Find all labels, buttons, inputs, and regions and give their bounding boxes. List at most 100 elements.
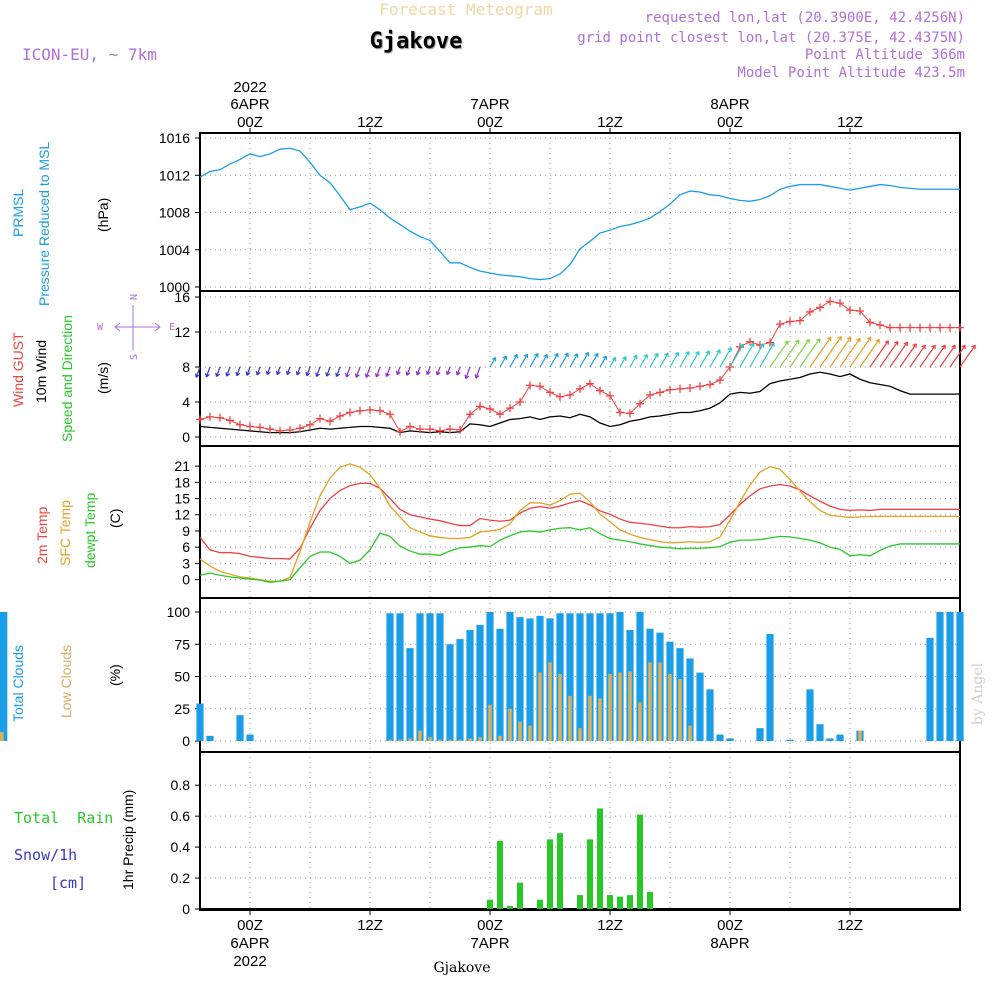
wind-arrow-icon (909, 344, 926, 368)
y-tick-label: 1000 (159, 279, 190, 295)
gust-label: Wind GUST (10, 332, 26, 407)
wind-arrow-icon (205, 366, 211, 378)
gust-marker (676, 384, 684, 393)
gust-marker (786, 317, 794, 326)
y-tick-label: 1008 (159, 205, 190, 221)
temperature-labels: 2m Temp SFC Temp dewpt Temp (C) (34, 493, 123, 568)
precip-bar (617, 896, 623, 909)
total-cloud-bar (386, 613, 394, 741)
gust-marker (886, 323, 894, 332)
gust-marker (906, 323, 914, 332)
wind-arrow-icon (579, 351, 590, 368)
wind-arrow-icon (689, 351, 700, 368)
low-cloud-bar (538, 672, 542, 741)
total-cloud-bar (826, 738, 834, 741)
gust-marker (556, 392, 564, 401)
compass-rose-icon (114, 305, 161, 350)
low-cloud-bar (428, 737, 432, 741)
precip-bar (507, 905, 513, 909)
gust-marker (606, 391, 614, 400)
x-tick-date: 7APR (470, 96, 509, 113)
t2m-label: 2m Temp (34, 506, 50, 564)
gust-marker (226, 416, 234, 425)
wind-arrow-icon (549, 352, 559, 368)
panel-frame (199, 751, 961, 911)
x-tick-date: 7APR (470, 935, 509, 952)
low-cloud-bar (518, 721, 522, 741)
wind-arrow-icon (354, 366, 361, 378)
wind-arrow-icon (474, 366, 481, 379)
wind-arrow-icon (699, 350, 710, 368)
point-altitude: Point Altitude 366m (805, 47, 965, 63)
gust-marker (946, 323, 954, 332)
gust-marker (216, 413, 224, 422)
gust-marker (266, 425, 274, 434)
compass-n: N (129, 294, 140, 300)
gust-marker (546, 388, 554, 397)
y-tick-label: 8 (182, 359, 190, 375)
x-tick-year: 2022 (233, 953, 266, 970)
total-cloud-bar (586, 613, 594, 741)
wind-arrow-icon (489, 356, 497, 368)
wind-arrow-icon (395, 366, 401, 376)
total-cloud-bar (956, 612, 964, 741)
total-cloud-bar (816, 724, 824, 741)
wind-arrow-icon (255, 366, 261, 376)
total-cloud-bar (506, 612, 514, 741)
wind-arrow-icon (194, 366, 201, 378)
x-tick-hour: 12Z (357, 917, 383, 934)
low-cloud-bar (658, 662, 662, 741)
sfc-label: SFC Temp (57, 500, 73, 566)
total-cloud-bar (596, 613, 604, 741)
wind-arrow-icon (879, 340, 899, 368)
total-cloud-bar (436, 613, 444, 741)
gust-marker (376, 406, 384, 415)
precip-bar (537, 899, 543, 909)
low-cloud-bar (668, 673, 672, 741)
total-cloud-bar (706, 689, 714, 741)
x-tick-hour: 12Z (597, 114, 623, 131)
wind-arrow-icon (829, 336, 852, 368)
precip-bar (627, 895, 633, 909)
total-cloud-bar (496, 628, 504, 741)
gust-marker (446, 425, 454, 434)
gust-marker (236, 420, 244, 429)
gust-marker (686, 384, 694, 392)
wind-arrow-icon (649, 352, 659, 368)
gust-marker (866, 318, 874, 327)
gust-marker (566, 391, 574, 399)
gust-marker (296, 424, 304, 433)
wind-arrow-icon (275, 366, 281, 376)
total-cloud-bar (766, 633, 774, 741)
gust-marker (896, 323, 904, 332)
gust-marker (286, 426, 294, 434)
low-cloud-bar (468, 738, 472, 741)
gust-marker (486, 405, 494, 413)
x-tick-date: 6APR (230, 935, 269, 952)
wind-arrow-icon (435, 366, 441, 376)
wind-arrow-icon (519, 353, 529, 368)
temp-unit: (C) (107, 509, 123, 528)
snow-unit: [cm] (50, 874, 86, 892)
total-cloud-bar (696, 672, 704, 741)
wind-arrow-icon (799, 338, 821, 368)
total-cloud-bar (576, 613, 584, 741)
low-cloud-bar (498, 735, 502, 741)
wind-arrow-icon (529, 352, 539, 368)
gust-marker (666, 385, 674, 394)
wind-arrow-icon (729, 343, 744, 368)
wind-arrow-icon (619, 356, 627, 368)
gust-marker (346, 408, 354, 417)
gust-marker (746, 337, 754, 346)
total-clouds-label: Total Clouds (10, 645, 26, 722)
wind-arrow-icon (959, 344, 976, 368)
total-cloud-bar (0, 612, 8, 741)
wind-arrow-icon (779, 339, 800, 368)
precip-bar (497, 840, 503, 909)
pressure-panel: 1000 1004 1008 1012 1016 (159, 130, 961, 295)
y-tick-label: 100 (167, 604, 191, 620)
total-cloud-bar (516, 617, 524, 741)
precip-bar (647, 891, 653, 909)
wind-arrow-icon (225, 366, 231, 377)
gust-marker (386, 410, 394, 419)
